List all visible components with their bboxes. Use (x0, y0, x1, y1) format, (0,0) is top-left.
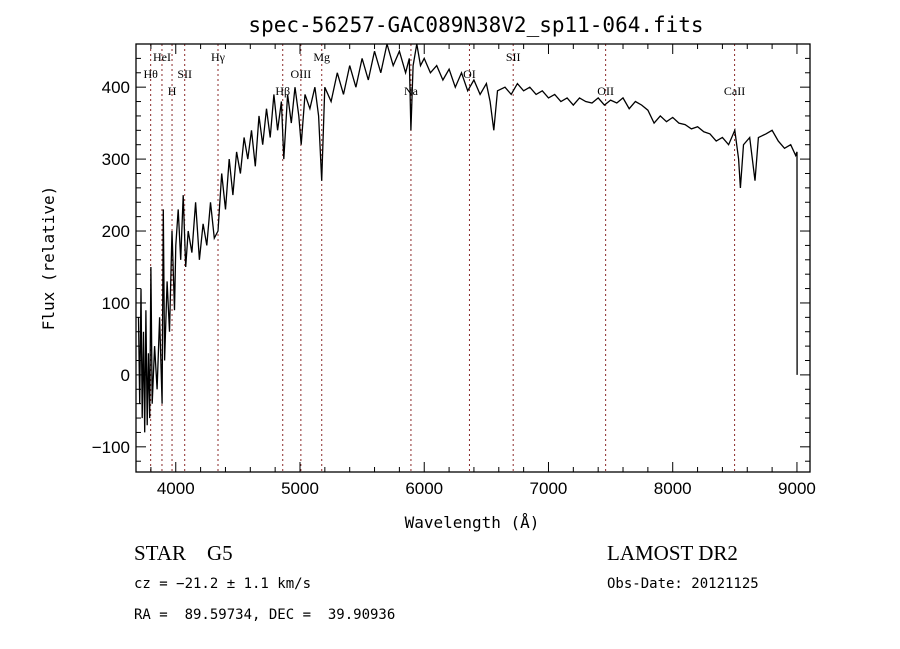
line-label: H (168, 84, 177, 98)
y-tick-label: 400 (102, 78, 130, 97)
survey-name: LAMOST DR2 (607, 541, 738, 565)
line-label: OIII (291, 67, 312, 81)
coordinates: RA = 89.59734, DEC = 39.90936 (134, 607, 395, 623)
x-tick-label: 6000 (405, 479, 443, 498)
object-class: STAR G5 (134, 541, 233, 565)
line-label: Hθ (143, 67, 158, 81)
y-axis-label: Flux (relative) (39, 186, 58, 331)
x-tick-label: 7000 (530, 479, 568, 498)
line-label: Mg (313, 50, 330, 64)
y-tick-label: 0 (121, 366, 130, 385)
redshift-velocity: cz = −21.2 ± 1.1 km/s (134, 576, 311, 592)
axis-ticks: 4000 5000 6000 7000 8000 9000 −100 0 100 200 300 40… (92, 43, 816, 498)
line-label: SII (506, 50, 521, 64)
line-label: Na (404, 84, 419, 98)
y-tick-label: 200 (102, 222, 130, 241)
spectrum-line (137, 43, 798, 433)
x-tick-label: 9000 (778, 479, 816, 498)
x-tick-label: 5000 (281, 479, 319, 498)
line-label: Hγ (211, 50, 226, 64)
line-label: HeI (153, 50, 171, 64)
observation-date: Obs-Date: 20121125 (607, 576, 759, 592)
x-tick-label: 8000 (654, 479, 692, 498)
line-label: Hβ (275, 84, 290, 98)
y-tick-label: 300 (102, 150, 130, 169)
y-tick-label: −100 (92, 438, 130, 457)
line-label: CaII (724, 84, 745, 98)
x-tick-label: 4000 (157, 479, 195, 498)
line-label: OII (597, 84, 614, 98)
line-label: SII (177, 67, 192, 81)
x-axis-label: Wavelength (Å) (405, 513, 540, 532)
line-label: OI (463, 67, 476, 81)
plot-frame (135, 43, 811, 473)
chart-title: spec-56257-GAC089N38V2_sp11-064.fits (248, 13, 703, 37)
y-tick-label: 100 (102, 294, 130, 313)
